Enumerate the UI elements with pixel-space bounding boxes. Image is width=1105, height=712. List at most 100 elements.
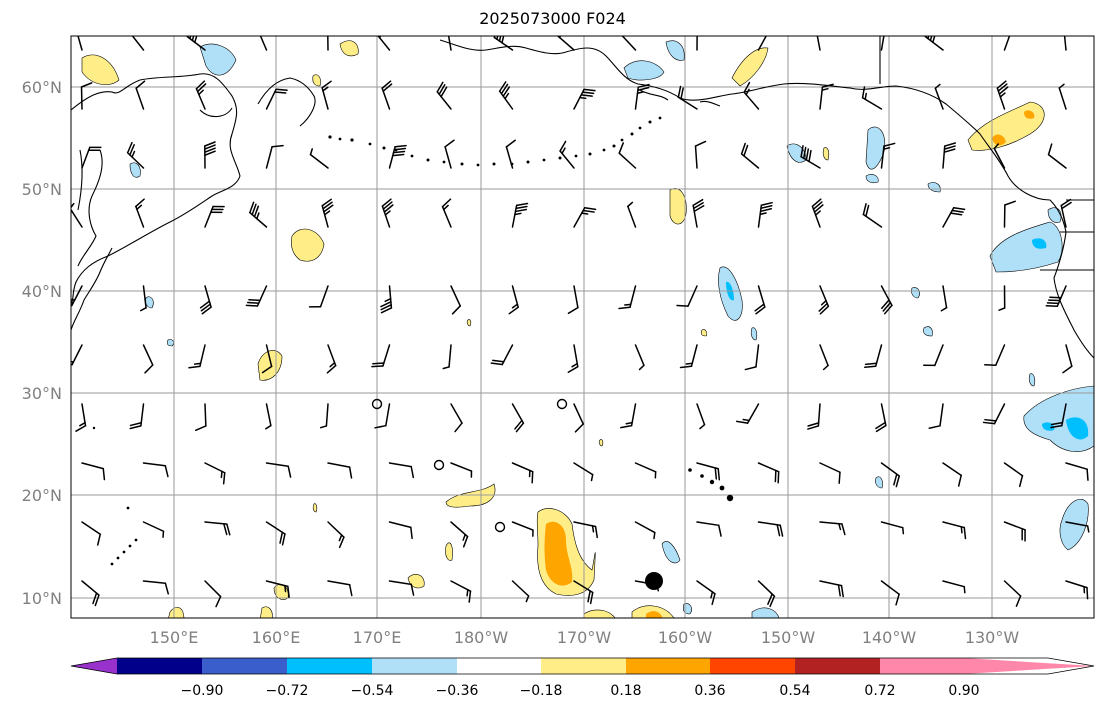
wind-barb [942,521,967,540]
shade-light-blue [927,182,941,193]
wind-barb [326,344,337,374]
wind-barb [381,80,393,110]
wind-barb [573,207,597,228]
wind-barb [204,205,225,228]
wind-barb [924,36,944,51]
wind-barb [757,521,784,537]
shade-light-blue [865,174,879,184]
shade-light-blue [1047,207,1062,223]
wind-barb [942,580,966,594]
wind-barb [249,201,268,228]
wind-barb [744,344,760,371]
chart-title: 2025073000 F024 [479,9,626,28]
wind-barb [131,36,145,51]
colorbar-segment [880,658,964,674]
wind-barb [80,82,93,110]
shade-light-blue [923,326,933,337]
wind-barb [388,462,415,479]
shade-yellow [168,607,185,618]
wind-barb [1003,200,1016,228]
wind-barb [450,403,463,433]
wind-barb [627,201,637,228]
wind-barb [942,462,962,487]
wind-barb [442,344,452,370]
wind-barb [880,462,901,488]
wind-barb [573,88,596,110]
shade-yellow [700,329,708,337]
wind-barb [618,285,637,310]
wind-barb [620,403,637,429]
colorbar-segment [626,658,710,674]
wind-barb [71,344,83,366]
wind-barb [800,145,821,169]
wind-barb [807,403,821,430]
wind-barb [567,285,579,315]
shade-light-blue [199,43,237,76]
wind-barb [1050,403,1067,429]
wind-barb [265,403,272,430]
shade-yellow [466,319,472,327]
wind-barb [818,285,830,315]
wind-barb [1060,198,1072,228]
wind-barb [559,140,575,169]
wind-barb [754,285,766,315]
shade-light-blue [911,287,920,299]
wind-barb [861,86,883,110]
wind-barb [984,344,1006,366]
colorbar-label: 0.36 [694,683,725,699]
wind-barb [265,88,288,110]
wind-barb [81,462,106,481]
wind-barb [694,140,707,169]
lon-tick-label: 170°E [353,628,402,647]
wind-barb [135,198,145,228]
wind-barb [679,344,698,369]
colorbar-label: −0.18 [520,683,563,699]
wind-barb [129,403,145,430]
calm-markers [371,398,568,533]
lat-tick-label: 30°N [22,384,62,403]
wind-barb [142,462,169,478]
wind-barb [1058,83,1067,110]
wind-barb [880,142,896,169]
coastline-okhotsk [199,77,316,127]
gridlines [71,36,1094,618]
wind-barb [573,521,598,539]
lat-tick-label: 50°N [22,180,62,199]
wind-barb [388,521,413,540]
lon-tick-label: 150°E [150,628,199,647]
colorbar-outline [70,657,1095,675]
calm-marker [556,398,568,410]
wind-barb [265,521,286,546]
wind-barb [875,403,887,433]
colorbar-extend-high [964,658,1094,674]
wind-barb [1065,462,1089,481]
shade-light-blue [1028,373,1036,387]
shade-light-blue [145,296,154,309]
calm-marker [494,521,506,533]
shade-yellow [967,101,1045,151]
wind-barb [1062,344,1073,374]
colorbar-label: −0.54 [351,683,394,699]
wind-barb [142,344,154,374]
wind-barb [573,580,594,605]
wind-barb [819,344,829,371]
wind-barb [135,80,146,110]
wind-barb [436,81,452,110]
wind-barb [142,580,169,595]
coastline-alaska [439,39,1067,233]
wind-barb [245,285,268,307]
lat-tick-label: 60°N [22,78,62,97]
wind-barb [265,462,292,478]
coastlines [71,36,1094,359]
wind-barb [493,36,514,51]
wind-barb [142,521,165,538]
wind-barb [634,521,656,540]
wind-barb [1065,580,1089,600]
colorbar-label: −0.36 [436,683,479,699]
wind-barb [75,403,87,432]
wind-barb [186,36,206,51]
wind-barb [447,36,452,51]
wind-barb [692,198,705,228]
wind-barb [880,580,900,606]
